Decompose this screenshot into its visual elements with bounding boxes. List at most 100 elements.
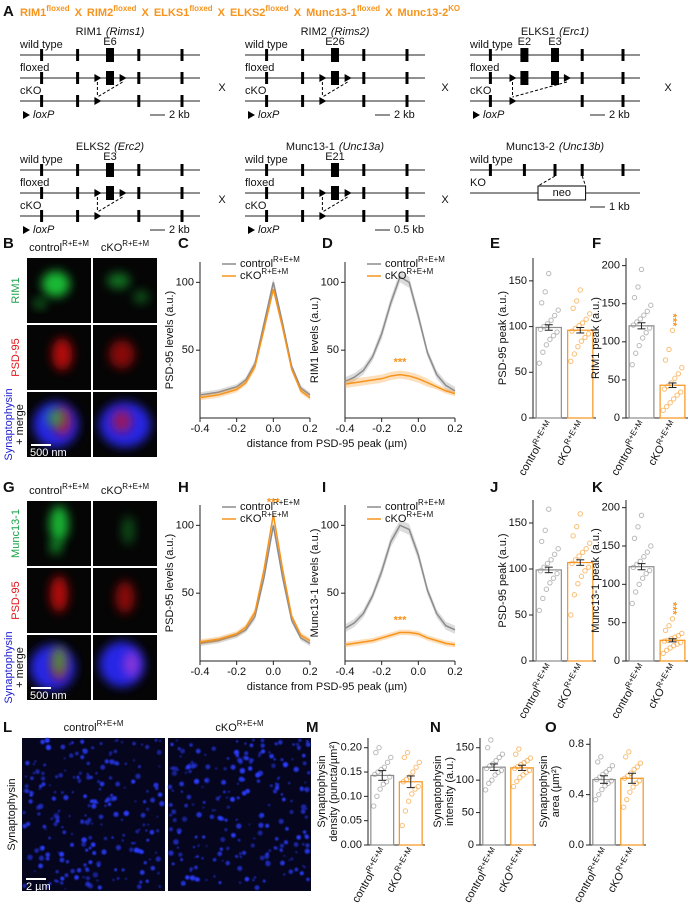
signal-punctum [74, 875, 79, 880]
signal-punctum [221, 779, 227, 785]
signal-punctum [123, 786, 126, 789]
series-line [199, 288, 311, 399]
text-part: X [218, 7, 226, 19]
signal-punctum [104, 804, 107, 807]
data-point [636, 342, 642, 349]
y-tick-label: 0 [521, 412, 527, 424]
panel-letter: A [3, 3, 14, 20]
neo-box [537, 185, 587, 201]
signal-punctum [252, 879, 255, 882]
data-point [670, 396, 677, 402]
signal-punctum [86, 773, 90, 776]
data-point [569, 560, 575, 567]
signal-punctum [201, 785, 204, 789]
data-point [636, 778, 643, 784]
data-point [587, 311, 593, 317]
signal-punctum [37, 812, 41, 816]
y-tick-label: 100 [176, 276, 194, 288]
superscript: R+E+M [623, 661, 644, 689]
superscript: R+E+M [530, 661, 551, 689]
signal-punctum [146, 807, 150, 811]
data-point [646, 567, 653, 574]
exon-label: E3 [103, 151, 116, 163]
signal-punctum [24, 775, 27, 778]
signal-punctum [124, 762, 127, 765]
signal-punctum [64, 769, 66, 772]
signal-punctum [258, 754, 261, 758]
signal-punctum [42, 824, 47, 829]
data-point [542, 289, 548, 295]
y-axis-label: PSD-95 peak (a.u.) [497, 533, 509, 627]
panel-letter: B [3, 235, 14, 252]
signal [51, 338, 73, 371]
signal-punctum [168, 850, 174, 856]
signal-punctum [273, 846, 277, 850]
signal-punctum [180, 790, 184, 793]
row-label: cKO [470, 85, 492, 97]
signal [33, 401, 79, 448]
exon [76, 187, 80, 199]
signal-punctum [194, 856, 197, 859]
signal-punctum [149, 829, 155, 835]
x-tick-label: -0.2 [372, 666, 391, 678]
signal-punctum [192, 845, 196, 849]
signal-punctum [108, 776, 113, 780]
text-part: RIM2 [301, 26, 327, 38]
exon [137, 72, 141, 84]
text-part: control [350, 870, 377, 905]
superscript: R+E+M [623, 418, 644, 446]
signal-punctum [306, 877, 310, 882]
exon [265, 49, 269, 61]
data-point [592, 796, 599, 803]
category-label: cKOR+E+M [551, 418, 588, 467]
gene-title: Munc13-2 (Unc13b) [506, 141, 604, 153]
scale-label: 2 kb [169, 224, 190, 236]
signal-punctum [176, 828, 182, 834]
signal-punctum [300, 804, 307, 810]
y-tick-label: 50 [182, 587, 194, 599]
signal-punctum [302, 865, 305, 868]
data-point [646, 325, 653, 331]
text-part: control [517, 686, 544, 721]
series-line [344, 373, 456, 395]
superscript: R+E+M [261, 510, 288, 519]
gene-title: ELKS2 (Erc2) [76, 141, 145, 153]
signal-punctum [195, 748, 201, 754]
legend-label: controlR+E+M [385, 498, 445, 513]
exon [331, 71, 339, 85]
signal-blob [123, 651, 140, 678]
signal-punctum [113, 811, 119, 817]
signal-punctum [38, 855, 44, 861]
data-point [644, 308, 651, 315]
signal-punctum [138, 828, 141, 831]
signal-punctum [191, 803, 195, 806]
signal-punctum [135, 829, 140, 834]
signal-punctum [274, 782, 277, 784]
signal-punctum [41, 771, 45, 776]
exon [180, 210, 184, 222]
signal-punctum [146, 838, 150, 842]
signal-punctum [186, 794, 192, 800]
signal-punctum [265, 860, 269, 863]
exon [405, 210, 409, 222]
text-part: control [240, 501, 273, 513]
signal-punctum [205, 878, 208, 882]
data-point [579, 320, 586, 326]
signal-punctum [172, 818, 177, 823]
signal-punctum [244, 876, 250, 882]
exon [362, 187, 366, 199]
panel-letter: J [490, 479, 498, 496]
data-point [637, 316, 644, 322]
data-point [526, 767, 533, 774]
text-part: RIM1 [76, 26, 102, 38]
signal-punctum [150, 797, 155, 803]
data-point [510, 783, 517, 790]
signal [109, 339, 135, 369]
text-part: control [609, 443, 636, 478]
superscript: R+E+M [654, 418, 675, 446]
data-point [660, 650, 666, 657]
row-label: floxed [20, 177, 49, 189]
signal-blob [121, 515, 135, 545]
text-part: (Rims2) [331, 26, 370, 38]
signal-punctum [44, 828, 47, 831]
